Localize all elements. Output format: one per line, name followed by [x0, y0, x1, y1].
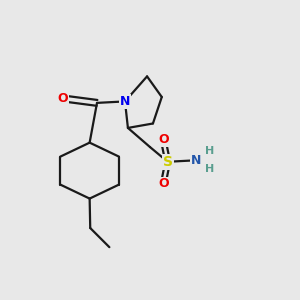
Text: H: H	[205, 164, 214, 174]
Text: O: O	[158, 133, 169, 146]
Text: N: N	[120, 95, 130, 108]
Text: O: O	[158, 177, 169, 190]
Text: H: H	[205, 146, 214, 157]
Text: O: O	[58, 92, 68, 105]
Text: N: N	[190, 154, 201, 167]
Text: S: S	[163, 155, 173, 169]
